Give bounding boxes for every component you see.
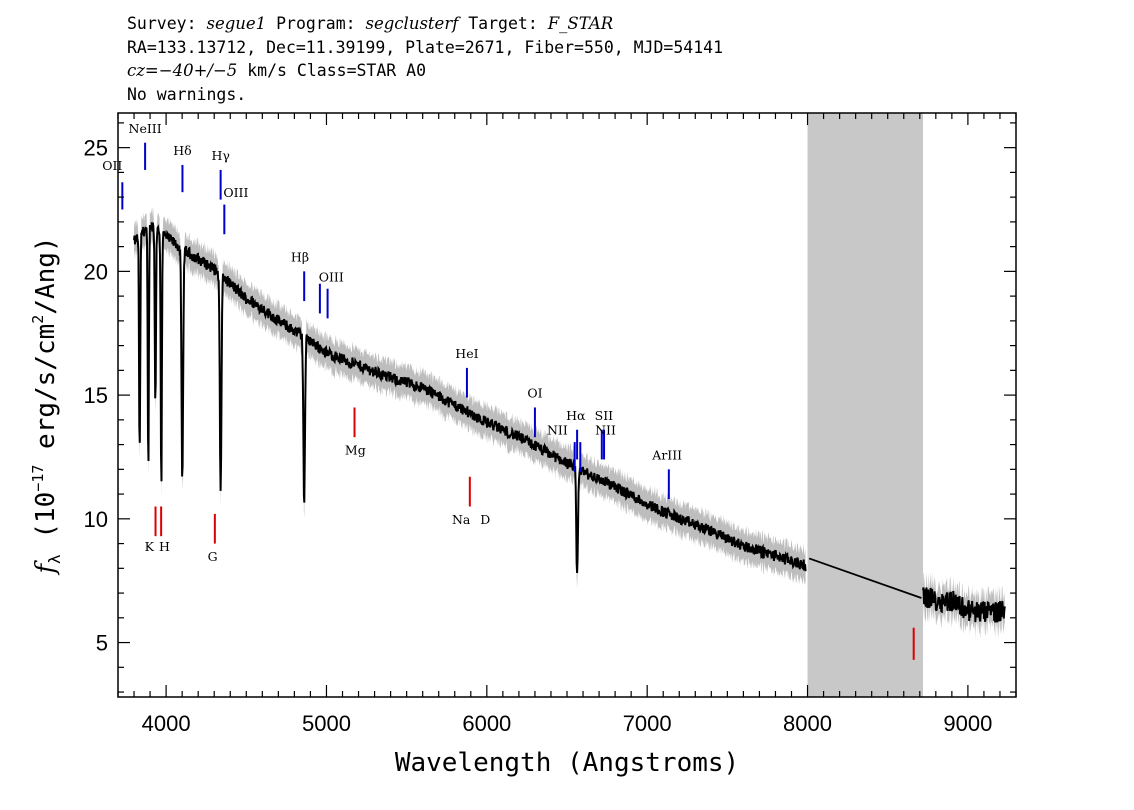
line-label: HeI — [455, 346, 478, 361]
y-tick-label: 5 — [96, 631, 108, 656]
spectrum-header: Survey: segue1 Program: segclusterf Targ… — [127, 12, 723, 106]
line-label: Hγ — [211, 148, 229, 163]
masked-region-rect — [807, 113, 923, 697]
program-label: Program: — [266, 14, 366, 33]
cz-label: cz= — [127, 61, 159, 80]
line-label: OIII — [319, 269, 344, 284]
line-label: G — [208, 549, 218, 564]
header-line-1: Survey: segue1 Program: segclusterf Targ… — [127, 12, 723, 36]
survey-value: segue1 — [206, 14, 267, 33]
x-tick-label: 7000 — [623, 711, 672, 736]
interpolation-line — [808, 557, 922, 599]
x-tick-label: 4000 — [142, 711, 191, 736]
line-label: NII — [547, 423, 568, 438]
spectral-line-markers — [121, 142, 915, 660]
line-label: K — [145, 539, 155, 554]
error-band-red — [923, 571, 1005, 639]
target-label: Target: — [458, 14, 548, 33]
y-tick-label: 25 — [84, 136, 108, 161]
y-label-close: /Ang) — [31, 236, 61, 314]
x-tick-label: 9000 — [943, 711, 992, 736]
axis-ticks — [117, 113, 1017, 697]
y-tick-label: 20 — [84, 259, 108, 284]
x-axis-label: Wavelength (Angstroms) — [395, 748, 739, 778]
spectrum-line-red — [922, 587, 1006, 623]
masked-region — [807, 113, 923, 697]
line-label: D — [480, 512, 490, 527]
error-band — [134, 207, 1005, 639]
axis-tick-labels: 4000 5000 6000 7000 8000 9000 5 10 15 20 25 — [84, 136, 993, 736]
line-label: NeIII — [129, 121, 162, 136]
line-label: Hβ — [291, 249, 309, 264]
target-value: F_STAR — [547, 14, 614, 33]
line-label: ArIII — [651, 447, 682, 462]
y-label-exp2: 2 — [29, 315, 47, 324]
line-label: Hα — [566, 408, 586, 423]
x-tick-label: 8000 — [783, 711, 832, 736]
header-line-4: No warnings. — [127, 84, 247, 104]
header-line-3: cz=−40+/−5 km/s Class=STAR A0 — [127, 59, 723, 83]
line-label: H — [159, 539, 170, 554]
y-tick-label: 15 — [84, 383, 108, 408]
y-tick-label: 10 — [84, 507, 108, 532]
survey-label: Survey: — [127, 14, 207, 33]
x-tick-label: 5000 — [302, 711, 351, 736]
line-label: Na — [452, 512, 471, 527]
line-label: OI — [527, 386, 542, 401]
line-label: NII — [595, 423, 616, 438]
line-label: OIII — [223, 185, 248, 200]
line-label: Mg — [345, 442, 366, 457]
x-tick-label: 6000 — [462, 711, 511, 736]
y-label-units: erg/s/cm — [31, 324, 61, 465]
y-label-lambda: λ — [45, 554, 64, 564]
class-info: km/s Class=STAR A0 — [237, 61, 427, 80]
spectrum-series — [133, 222, 1006, 623]
y-axis-label: fλ (10−17 erg/s/cm2/Ang) — [29, 236, 64, 575]
line-label: SII — [595, 408, 614, 423]
cz-value: −40+/−5 — [158, 61, 238, 80]
program-value: segclusterf — [365, 14, 459, 33]
header-line-2: RA=133.13712, Dec=11.39199, Plate=2671, … — [127, 37, 724, 57]
line-label: Hδ — [173, 143, 191, 158]
y-label-open: (10 — [31, 492, 61, 555]
error-band-blue — [134, 207, 806, 589]
spectrum-line-blue — [133, 222, 807, 574]
y-label-exp1: −17 — [29, 465, 47, 492]
